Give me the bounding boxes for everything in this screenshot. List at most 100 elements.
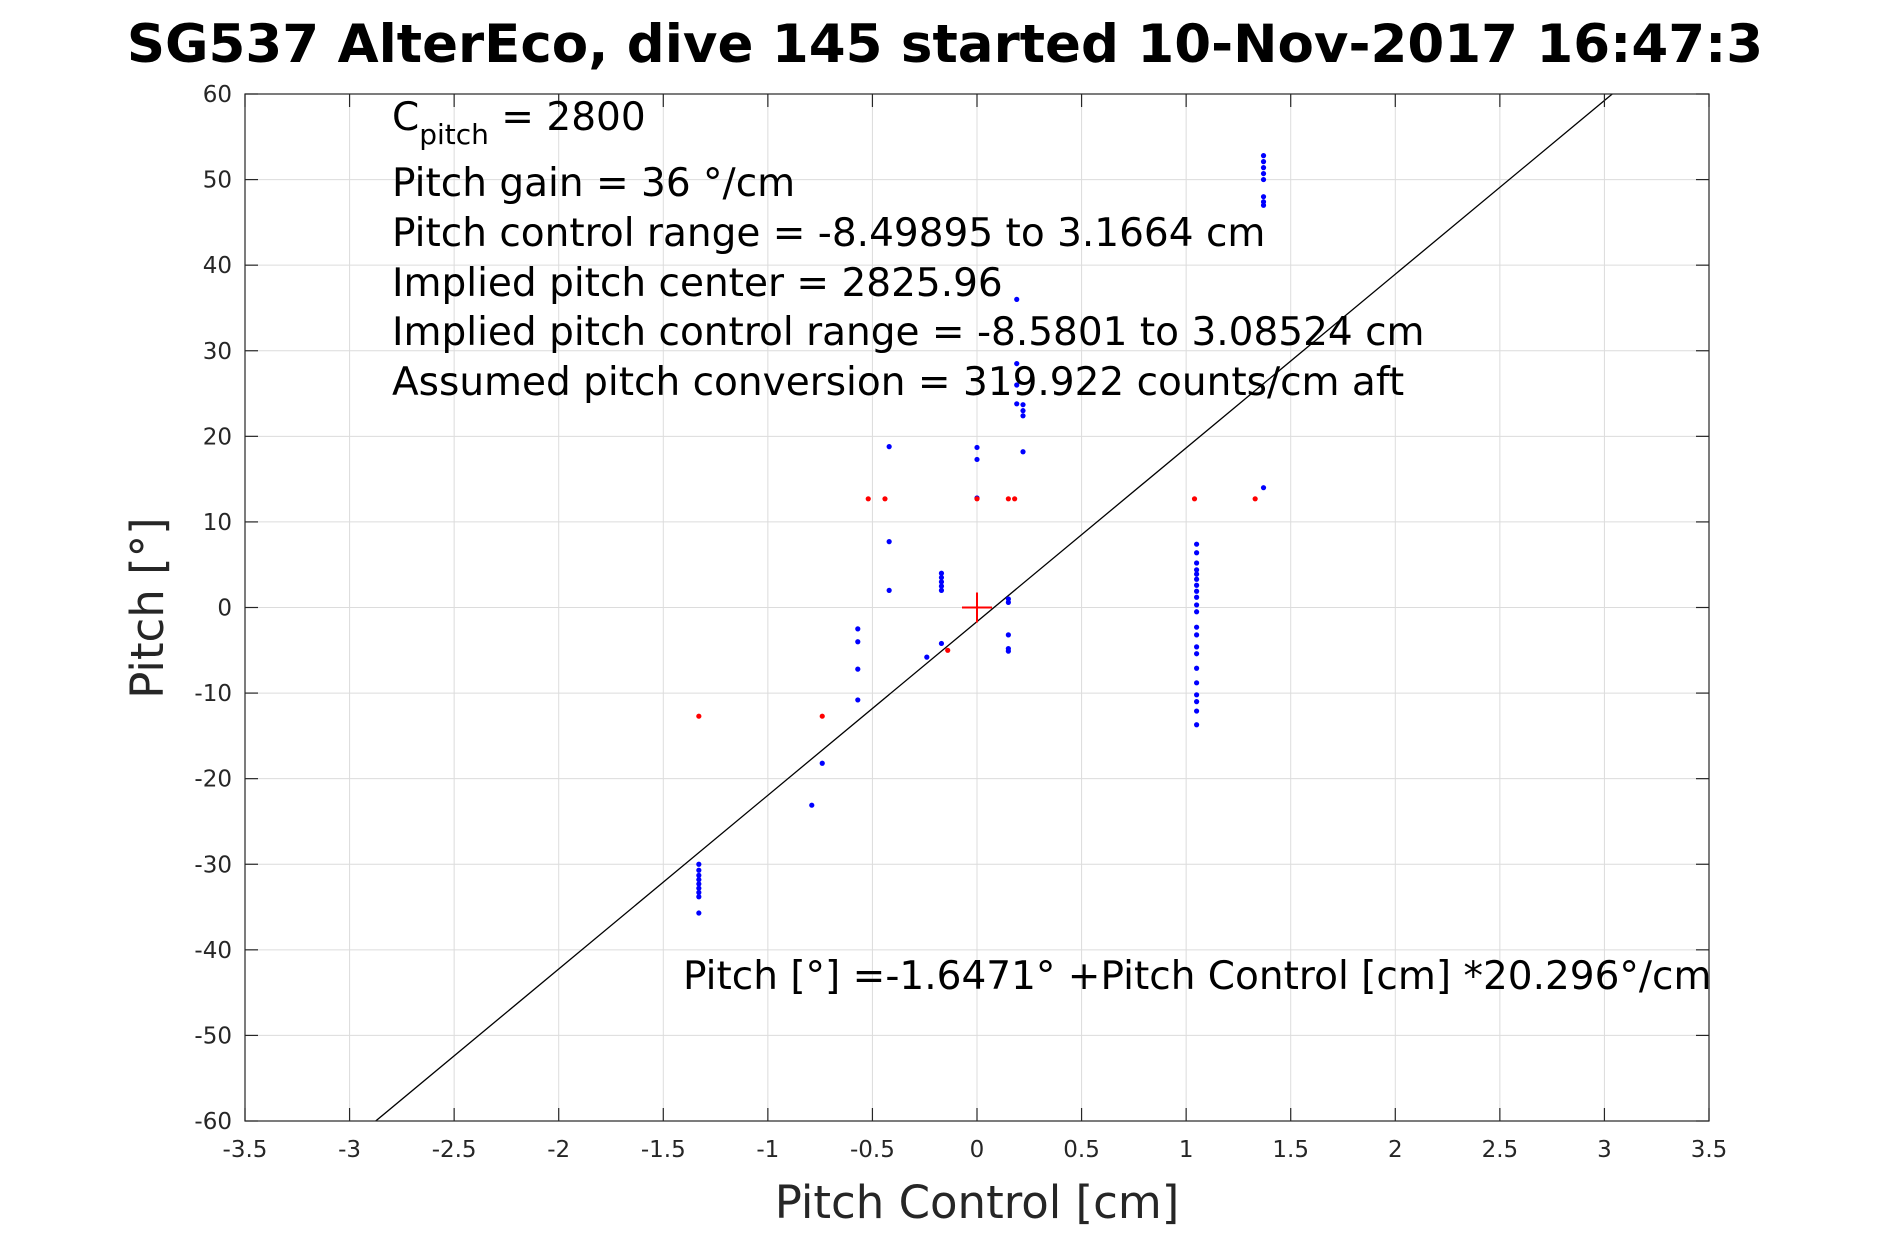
x-ticks: -3.5 -3 -2.5 -2 -1.5 -1 -0.5 0 0.5 1 1.5 2 2.5 3 3.5 [223,94,1728,1163]
x-tick-label: 2.5 [1482,1137,1519,1163]
data-point-blue [855,626,861,632]
x-tick-label: 1 [1179,1137,1194,1163]
data-point-red [974,496,980,502]
fit-line [375,93,1613,1122]
y-tick-label: -50 [194,1023,232,1049]
y-tick-label: 50 [203,168,232,194]
annotation-assumed-conversion: Assumed pitch conversion = 319.922 count… [392,360,1404,405]
data-point-red [1191,496,1198,502]
data-point-blue [696,885,702,891]
y-tick-label: 60 [203,82,232,108]
data-point-blue [696,872,702,878]
data-point-red [945,647,951,653]
y-tick-label: -10 [194,681,232,707]
fit-line-layer [375,93,1613,1122]
x-tick-label: 3.5 [1691,1137,1728,1163]
y-ticks: -60 -50 -40 -30 -20 -10 0 10 20 30 40 50 60 [194,82,1709,1135]
data-point-red [696,713,702,719]
data-point-blue [1260,176,1267,183]
x-tick-label: 2 [1388,1137,1403,1163]
x-tick-label: 1.5 [1272,1137,1309,1163]
data-point-blue [1194,644,1200,650]
chart-title: SG537 AlterEco, dive 145 started 10-Nov-… [127,14,1763,75]
annotation-block: Cpitch = 2800 Pitch gain = 36 °/cm Pitch… [392,95,1425,405]
data-point-blue [1005,632,1011,638]
data-point-blue [1020,413,1026,419]
data-point-blue [1014,382,1020,388]
data-point-blue [855,666,861,672]
data-point-blue [938,587,945,593]
data-point-blue [1020,449,1026,455]
x-tick-label: 0.5 [1063,1137,1100,1163]
y-tick-label: -40 [194,938,232,964]
fit-equation-label: Pitch [°] =-1.6471° +Pitch Control [cm] … [683,954,1711,999]
data-point-red [1252,496,1258,502]
data-points [696,153,1267,916]
y-tick-label: -60 [194,1109,232,1135]
x-tick-label: 3 [1597,1137,1612,1163]
data-point-blue [1260,165,1267,171]
annotation-implied-pitch-center: Implied pitch center = 2825.96 [392,261,1003,306]
data-point-blue [886,539,892,545]
data-point-blue [1194,699,1200,705]
data-point-blue [1014,401,1020,407]
annotation-pitch-control-range: Pitch control range = -8.49895 to 3.1664… [392,211,1265,256]
data-point-blue [1014,360,1020,367]
annotation-pitch-gain: Pitch gain = 36 °/cm [392,161,795,206]
x-tick-label: -0.5 [850,1137,895,1163]
y-axis-label: Pitch [°] [121,517,174,698]
y-tick-label: 30 [203,339,232,365]
x-tick-label: -3 [338,1137,361,1163]
y-tick-label: -20 [194,767,232,793]
data-point-blue [696,867,702,873]
data-point-blue [1194,708,1200,714]
y-tick-label: 0 [217,596,232,622]
data-point-blue [1194,541,1200,547]
data-point-blue [1194,632,1200,638]
data-point-blue [924,654,930,660]
data-point-blue [886,587,892,593]
x-tick-label: -3.5 [223,1137,268,1163]
data-point-blue [1014,296,1020,302]
y-tick-label: 20 [203,424,232,450]
x-tick-label: -2 [547,1137,570,1163]
data-point-blue [1260,202,1267,208]
data-point-blue [1194,609,1200,615]
data-point-blue [938,640,945,647]
data-point-blue [1194,602,1200,608]
data-point-red [1012,496,1018,502]
data-point-blue [1194,651,1200,657]
data-point-blue [938,574,945,581]
x-tick-label: -1.5 [641,1137,686,1163]
data-point-blue [1005,648,1011,654]
data-point-blue [1020,402,1026,408]
annotation-implied-control-range: Implied pitch control range = -8.5801 to… [392,310,1425,355]
data-point-blue [696,894,702,900]
x-tick-label: -2.5 [432,1137,477,1163]
x-tick-label: -1 [756,1137,779,1163]
data-point-blue [696,881,702,887]
data-point-blue [886,444,892,450]
data-point-red [865,496,871,502]
data-point-blue [938,570,945,576]
data-point-blue [1260,153,1267,159]
data-point-blue [1194,680,1200,686]
data-point-blue [1194,567,1200,573]
data-point-blue [938,579,945,585]
data-point-blue [819,760,825,766]
y-tick-label: -30 [194,852,232,878]
data-point-blue [1194,594,1200,600]
data-point-blue [938,583,945,589]
x-axis-label: Pitch Control [cm] [775,1176,1180,1229]
data-point-blue [1194,582,1200,588]
data-point-blue [1194,576,1200,582]
data-point-blue [1260,194,1267,200]
data-point-blue [1194,722,1200,728]
data-point-blue [696,861,702,867]
x-tick-label: 0 [970,1137,985,1163]
data-point-blue [855,697,861,703]
data-point-blue [696,877,702,883]
data-point-blue [1260,485,1267,491]
data-point-blue [1194,624,1200,630]
